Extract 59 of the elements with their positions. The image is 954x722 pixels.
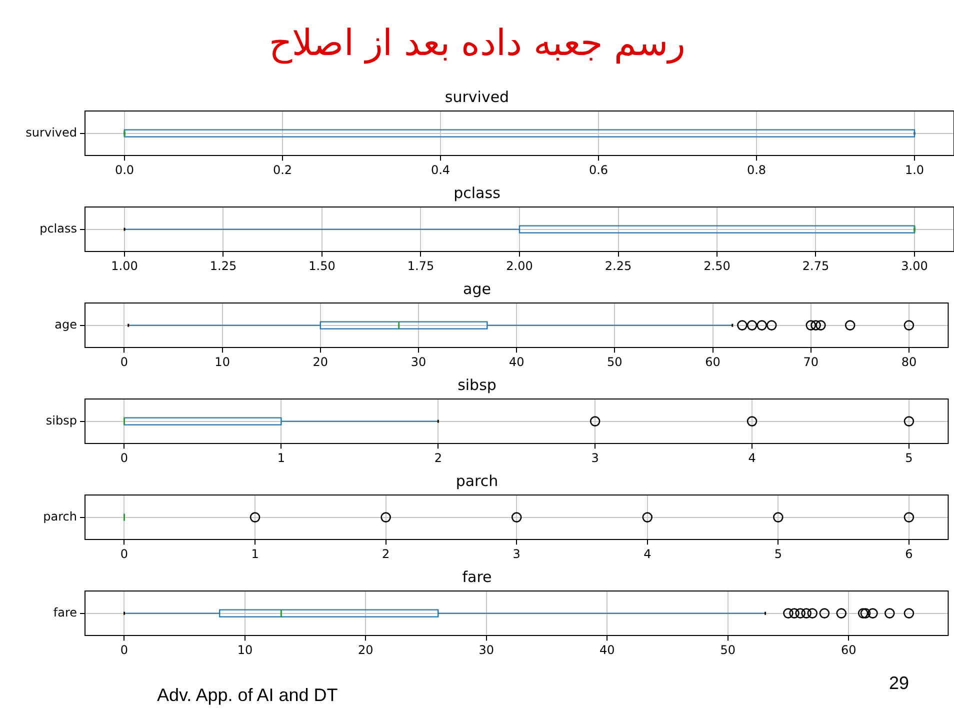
x-tick-label: 80	[901, 354, 917, 369]
y-tick-label: pclass	[40, 221, 77, 236]
text: 29	[888, 673, 909, 694]
x-tick-label: 50	[607, 354, 622, 369]
x-tick-label: 1	[251, 546, 259, 561]
x-tick-label: 2.75	[802, 258, 830, 273]
x-tick-label: 4	[748, 450, 756, 465]
chart-title: fare	[462, 568, 492, 586]
x-tick-label: 2.00	[506, 258, 533, 273]
x-tick-label: 0	[120, 546, 128, 561]
chart-title: pclass	[454, 184, 501, 202]
x-tick-label: 60	[840, 642, 856, 657]
x-tick-label: 2	[434, 450, 442, 465]
x-tick-label: 0	[120, 450, 128, 465]
y-tick-label: sibsp	[46, 413, 77, 428]
x-tick-label: 1	[277, 450, 285, 465]
x-tick-label: 0.0	[114, 162, 134, 177]
x-tick-label: 5	[774, 546, 782, 561]
x-tick-label: 30	[478, 642, 494, 657]
x-tick-label: 2.25	[604, 258, 632, 273]
x-tick-label: 2	[382, 546, 390, 561]
x-tick-label: 3	[512, 546, 520, 561]
x-tick-label: 40	[600, 642, 615, 657]
x-tick-label: 0.6	[588, 162, 608, 177]
x-tick-label: 20	[312, 354, 328, 369]
x-tick-label: 40	[508, 354, 524, 369]
text: رسم جعبه داده بعد از اصلاح	[268, 22, 686, 66]
x-tick-label: 10	[237, 642, 253, 657]
x-tick-label: 4	[644, 546, 652, 561]
y-tick-label: parch	[43, 509, 77, 524]
chart-title: age	[463, 280, 491, 298]
x-tick-label: 60	[705, 354, 720, 369]
x-tick-label: 10	[214, 354, 230, 369]
x-tick-label: 0.8	[746, 162, 766, 177]
x-tick-label: 0.2	[272, 162, 292, 177]
y-tick-label: age	[54, 317, 77, 332]
x-tick-label: 20	[358, 642, 374, 657]
x-tick-label: 6	[905, 546, 913, 561]
chart-title: survived	[444, 88, 510, 106]
x-tick-label: 0	[120, 354, 128, 369]
chart-title: sibsp	[458, 376, 496, 394]
x-tick-label: 1.75	[407, 258, 434, 273]
x-tick-label: 5	[905, 450, 913, 465]
y-tick-label: fare	[53, 605, 77, 620]
y-tick-label: survived	[26, 125, 77, 140]
x-tick-label: 0	[120, 642, 128, 657]
x-tick-label: 1.0	[904, 162, 924, 177]
x-tick-label: 0.4	[430, 162, 450, 177]
x-tick-label: 1.50	[308, 258, 336, 273]
x-tick-label: 50	[720, 642, 736, 657]
x-tick-label: 2.50	[704, 258, 730, 273]
x-tick-label: 70	[803, 354, 819, 369]
x-tick-label: 30	[410, 354, 426, 369]
x-tick-label: 1.00	[111, 258, 138, 273]
x-tick-label: 3.00	[901, 258, 928, 273]
x-tick-label: 1.25	[210, 258, 237, 273]
x-tick-label: 3	[591, 450, 599, 465]
text: Adv. App. of AI and DT	[157, 685, 338, 706]
chart-title: parch	[456, 472, 498, 490]
